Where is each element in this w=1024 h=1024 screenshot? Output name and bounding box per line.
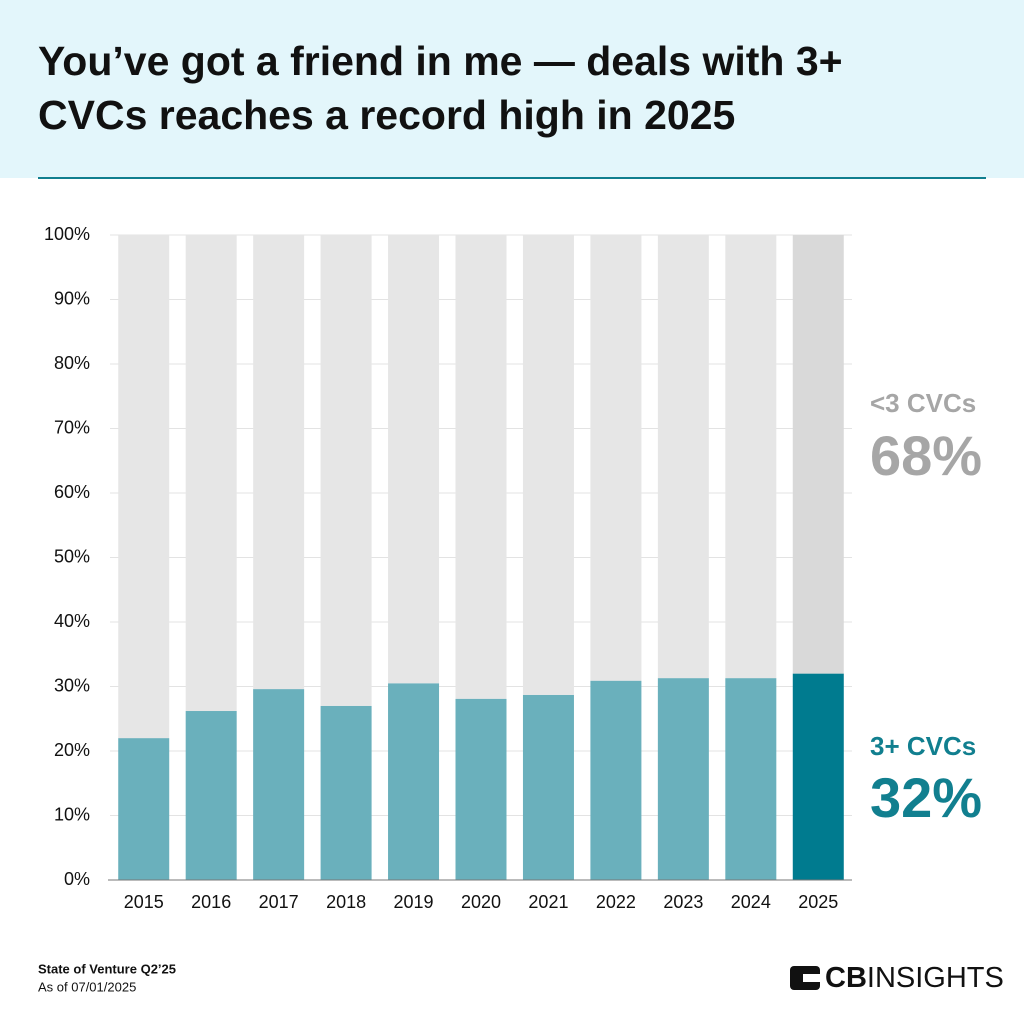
date-note: As of 07/01/2025 bbox=[38, 979, 136, 994]
logo-bold: CB bbox=[825, 962, 867, 994]
bar-segment bbox=[590, 680, 642, 880]
bar-segment bbox=[455, 698, 507, 880]
y-tick-label: 0% bbox=[64, 869, 90, 889]
x-tick-label: 2020 bbox=[461, 892, 501, 912]
legend-label: 3+ CVCs bbox=[870, 731, 976, 761]
logo-icon-cut bbox=[803, 974, 820, 982]
bar-segment bbox=[725, 678, 777, 880]
x-tick-label: 2017 bbox=[259, 892, 299, 912]
x-tick-label: 2024 bbox=[731, 892, 771, 912]
source-note: State of Venture Q2’25 bbox=[38, 961, 176, 976]
y-tick-label: 30% bbox=[54, 675, 90, 695]
y-tick-label: 90% bbox=[54, 288, 90, 308]
bar-segment bbox=[522, 694, 574, 880]
y-tick-label: 80% bbox=[54, 353, 90, 373]
y-tick-label: 50% bbox=[54, 546, 90, 566]
y-tick-label: 100% bbox=[44, 224, 90, 244]
x-tick-label: 2019 bbox=[394, 892, 434, 912]
y-tick-label: 40% bbox=[54, 611, 90, 631]
logo-text: CBINSIGHTS bbox=[825, 962, 1004, 994]
bar-segment bbox=[388, 683, 440, 880]
x-tick-label: 2022 bbox=[596, 892, 636, 912]
bar-segment bbox=[792, 673, 844, 880]
chart-title: You’ve got a friend in me — deals with 3… bbox=[38, 38, 843, 84]
bar-segment bbox=[725, 235, 777, 679]
x-tick-label: 2018 bbox=[326, 892, 366, 912]
y-tick-label: 60% bbox=[54, 482, 90, 502]
bar-segment bbox=[522, 235, 574, 695]
bar-segment bbox=[657, 678, 709, 880]
bar-segment bbox=[388, 235, 440, 684]
bar-segment bbox=[320, 705, 372, 880]
header-background bbox=[0, 0, 1024, 178]
x-tick-label: 2016 bbox=[191, 892, 231, 912]
value-label: 68% bbox=[870, 424, 982, 487]
value-label: 32% bbox=[870, 766, 982, 829]
chart-title: CVCs reaches a record high in 2025 bbox=[38, 92, 735, 138]
y-tick-label: 10% bbox=[54, 804, 90, 824]
bar-segment bbox=[657, 235, 709, 679]
y-tick-label: 70% bbox=[54, 417, 90, 437]
x-tick-label: 2015 bbox=[124, 892, 164, 912]
x-tick-label: 2021 bbox=[528, 892, 568, 912]
bar-segment bbox=[253, 235, 305, 690]
bar-segment bbox=[320, 235, 372, 706]
bar-segment bbox=[792, 235, 844, 674]
bar-segment bbox=[590, 235, 642, 681]
bar-segment bbox=[455, 235, 507, 699]
bar-segment bbox=[253, 689, 305, 880]
bar-segment bbox=[118, 235, 170, 739]
x-tick-label: 2023 bbox=[663, 892, 703, 912]
bar-segment bbox=[185, 711, 237, 880]
logo-rest: INSIGHTS bbox=[867, 962, 1004, 994]
x-tick-label: 2025 bbox=[798, 892, 838, 912]
y-tick-label: 20% bbox=[54, 740, 90, 760]
bar-segment bbox=[118, 738, 170, 880]
logo: CBINSIGHTS bbox=[790, 962, 1004, 994]
bar-segment bbox=[185, 235, 237, 712]
legend-label: <3 CVCs bbox=[870, 388, 976, 418]
